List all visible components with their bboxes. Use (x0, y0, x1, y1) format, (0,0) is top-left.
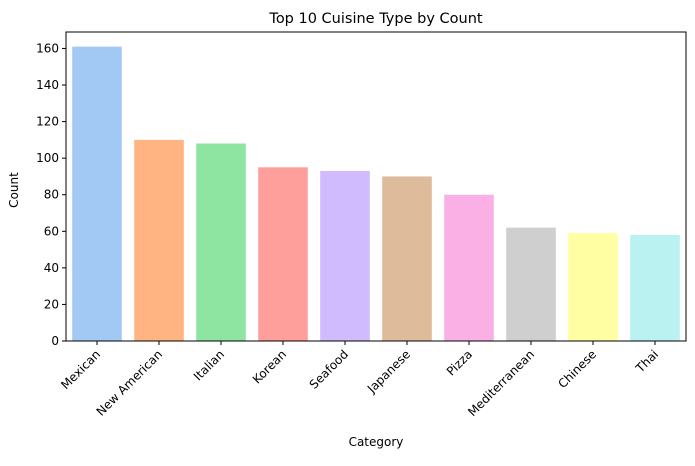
y-tick-label: 80 (44, 188, 59, 202)
y-tick-label: 160 (36, 41, 59, 55)
bar-new-american (134, 139, 184, 341)
x-tick-label: Chinese (555, 347, 599, 391)
y-tick-label: 60 (44, 224, 59, 238)
y-tick-label: 100 (36, 151, 59, 165)
x-tick-label: Thai (632, 347, 661, 376)
x-tick-label: Mexican (58, 347, 103, 392)
chart-title: Top 10 Cuisine Type by Count (268, 11, 482, 27)
bar-italian (196, 143, 246, 341)
y-axis: 0 20 40 60 80 100 120 140 160 (36, 41, 66, 348)
y-tick-label: 40 (44, 261, 59, 275)
y-tick-label: 20 (44, 297, 59, 311)
y-tick-label: 140 (36, 78, 59, 92)
plot-frame (65, 31, 687, 342)
bar-korean (258, 167, 308, 341)
x-tick-label: New American (94, 347, 165, 418)
x-axis-label: Category (349, 435, 404, 449)
bar-seafood (320, 170, 370, 341)
bars (72, 46, 680, 341)
y-axis-label: Count (7, 172, 21, 208)
x-tick-label: Italian (191, 347, 227, 383)
bar-thai (630, 234, 680, 341)
bar-japanese (382, 176, 432, 341)
x-tick-label: Pizza (444, 347, 475, 378)
x-tick-label: Korean (250, 347, 289, 386)
y-tick-label: 0 (51, 334, 59, 348)
bar-chinese (568, 233, 618, 341)
x-tick-label: Seafood (307, 347, 351, 391)
x-tick-label: Japanese (364, 347, 413, 396)
bar-mediterranean (506, 227, 556, 341)
bar-mexican (72, 46, 122, 341)
bar-pizza (444, 194, 494, 341)
y-tick-label: 120 (36, 115, 59, 129)
x-tick-label: Mediterranean (465, 347, 537, 419)
